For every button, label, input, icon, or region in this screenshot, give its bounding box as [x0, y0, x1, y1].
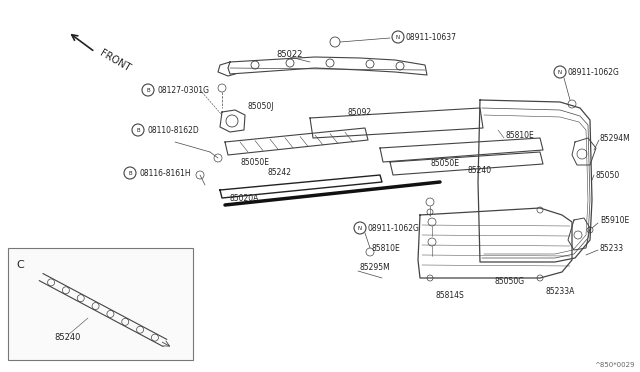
Text: N: N	[396, 35, 400, 39]
Text: 85050G: 85050G	[495, 278, 525, 286]
Text: 08116-8161H: 08116-8161H	[139, 169, 191, 177]
Text: 85240: 85240	[55, 334, 81, 343]
Text: C: C	[16, 260, 24, 270]
Circle shape	[142, 84, 154, 96]
Text: 85233: 85233	[600, 244, 624, 253]
Text: 85020A: 85020A	[230, 193, 259, 202]
Text: 85050: 85050	[595, 170, 620, 180]
Bar	[8, 248, 193, 360]
Text: 85050J: 85050J	[248, 102, 275, 110]
Text: N: N	[558, 70, 562, 74]
Text: 85240: 85240	[468, 166, 492, 174]
Circle shape	[124, 167, 136, 179]
Text: B: B	[146, 87, 150, 93]
Text: 85810E: 85810E	[505, 131, 534, 140]
Text: 85050E: 85050E	[241, 157, 269, 167]
Text: B: B	[128, 170, 132, 176]
Circle shape	[132, 124, 144, 136]
Text: 85050E: 85050E	[431, 158, 460, 167]
Text: B: B	[136, 128, 140, 132]
Text: 85242: 85242	[268, 167, 292, 176]
Text: 85092: 85092	[348, 108, 372, 116]
Circle shape	[354, 222, 366, 234]
Text: B5910E: B5910E	[600, 215, 629, 224]
Text: 08911-1062G: 08911-1062G	[368, 224, 420, 232]
Text: 08911-1062G: 08911-1062G	[568, 67, 620, 77]
Text: 08911-10637: 08911-10637	[406, 32, 457, 42]
Text: 08110-8162D: 08110-8162D	[147, 125, 199, 135]
Text: 85295M: 85295M	[360, 263, 391, 273]
Text: 08127-0301G: 08127-0301G	[157, 86, 209, 94]
Text: 85294M: 85294M	[600, 134, 631, 142]
Text: N: N	[358, 225, 362, 231]
Text: FRONT: FRONT	[98, 48, 132, 73]
Text: 85233A: 85233A	[545, 288, 575, 296]
Text: 85022: 85022	[277, 49, 303, 58]
Text: ^850*0029: ^850*0029	[595, 362, 635, 368]
Text: 85810E: 85810E	[372, 244, 401, 253]
Circle shape	[554, 66, 566, 78]
Circle shape	[392, 31, 404, 43]
Text: 85814S: 85814S	[436, 291, 465, 299]
